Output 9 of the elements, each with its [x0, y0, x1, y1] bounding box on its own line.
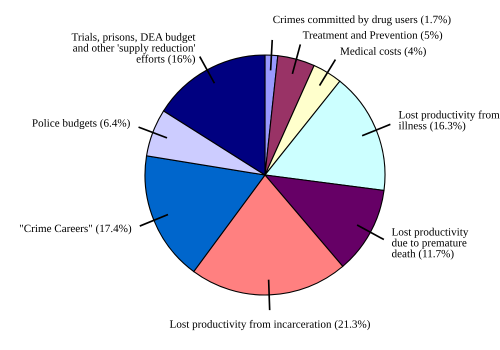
slice-label: Medical costs (4%): [340, 47, 426, 58]
slice-label: Crimes committed by drug users (1.7%): [273, 15, 451, 26]
slice-label: Lost productivity due to premature death (11.7%): [392, 228, 468, 260]
slice-label: Trials, prisons, DEA budget and other 'supply reduction' efforts (16%): [72, 32, 196, 65]
slice-label: "Crime Careers" (17.4%): [20, 224, 132, 234]
slice-label: Police budgets (6.4%): [32, 118, 130, 130]
slice-label: Lost productivity from illness (16.3%): [398, 110, 500, 132]
slice-label: Treatment and Prevention (5%): [302, 30, 442, 42]
slice-label: Lost productivity from incarceration (21.3%): [170, 320, 370, 330]
